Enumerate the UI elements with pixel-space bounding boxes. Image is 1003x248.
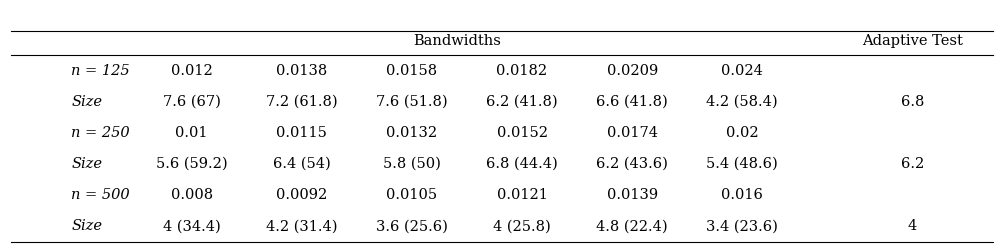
Text: 6.2 (41.8): 6.2 (41.8) — [485, 95, 558, 109]
Text: 7.6 (67): 7.6 (67) — [162, 95, 221, 109]
Text: 4.8 (22.4): 4.8 (22.4) — [596, 219, 667, 233]
Text: 0.012: 0.012 — [171, 64, 213, 78]
Text: n = 500: n = 500 — [71, 188, 130, 202]
Text: 0.0139: 0.0139 — [606, 188, 657, 202]
Text: 4: 4 — [907, 219, 916, 233]
Text: 0.0132: 0.0132 — [386, 126, 437, 140]
Text: 0.008: 0.008 — [171, 188, 213, 202]
Text: 0.0092: 0.0092 — [276, 188, 327, 202]
Text: 6.8 (44.4): 6.8 (44.4) — [485, 157, 558, 171]
Text: 5.6 (59.2): 5.6 (59.2) — [155, 157, 228, 171]
Text: 0.0174: 0.0174 — [606, 126, 657, 140]
Text: 4.2 (58.4): 4.2 (58.4) — [706, 95, 777, 109]
Text: Adaptive Test: Adaptive Test — [862, 34, 962, 48]
Text: 6.2: 6.2 — [900, 157, 923, 171]
Text: 0.016: 0.016 — [720, 188, 762, 202]
Text: 0.01: 0.01 — [176, 126, 208, 140]
Text: 0.0152: 0.0152 — [496, 126, 547, 140]
Text: 4 (34.4): 4 (34.4) — [162, 219, 221, 233]
Text: 6.8: 6.8 — [900, 95, 924, 109]
Text: 5.8 (50): 5.8 (50) — [382, 157, 440, 171]
Text: 0.0182: 0.0182 — [495, 64, 547, 78]
Text: 5.4 (48.6): 5.4 (48.6) — [706, 157, 777, 171]
Text: 0.0115: 0.0115 — [276, 126, 327, 140]
Text: Size: Size — [71, 95, 102, 109]
Text: Bandwidths: Bandwidths — [412, 34, 500, 48]
Text: 6.4 (54): 6.4 (54) — [273, 157, 330, 171]
Text: 0.0138: 0.0138 — [276, 64, 327, 78]
Text: 6.6 (41.8): 6.6 (41.8) — [596, 95, 667, 109]
Text: Size: Size — [71, 219, 102, 233]
Text: 0.0105: 0.0105 — [386, 188, 437, 202]
Text: 6.2 (43.6): 6.2 (43.6) — [596, 157, 667, 171]
Text: 7.2 (61.8): 7.2 (61.8) — [266, 95, 337, 109]
Text: n = 125: n = 125 — [71, 64, 130, 78]
Text: 3.6 (25.6): 3.6 (25.6) — [375, 219, 447, 233]
Text: Size: Size — [71, 157, 102, 171]
Text: 7.6 (51.8): 7.6 (51.8) — [376, 95, 447, 109]
Text: 4.2 (31.4): 4.2 (31.4) — [266, 219, 337, 233]
Text: 0.0158: 0.0158 — [386, 64, 437, 78]
Text: 0.0209: 0.0209 — [606, 64, 657, 78]
Text: 3.4 (23.6): 3.4 (23.6) — [706, 219, 777, 233]
Text: n = 250: n = 250 — [71, 126, 130, 140]
Text: 0.024: 0.024 — [720, 64, 762, 78]
Text: 0.0121: 0.0121 — [496, 188, 547, 202]
Text: 4 (25.8): 4 (25.8) — [492, 219, 551, 233]
Text: 0.02: 0.02 — [725, 126, 758, 140]
